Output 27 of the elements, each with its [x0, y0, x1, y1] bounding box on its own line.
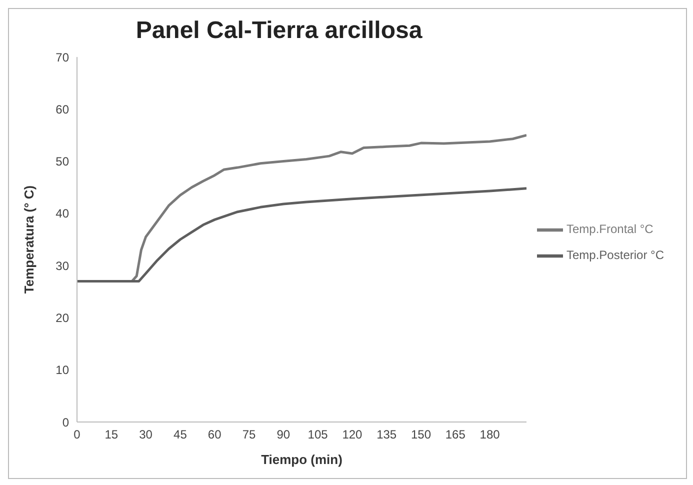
x-tick-label: 105: [308, 428, 328, 442]
x-tick-label: 15: [104, 428, 118, 442]
legend-label: Temp.Posterior °C: [566, 248, 664, 262]
y-axis-title: Temperatura (° C): [22, 185, 37, 294]
x-tick-label: 150: [410, 428, 432, 442]
x-tick-label: 75: [242, 428, 256, 442]
y-tick-label: 40: [56, 206, 70, 221]
y-tick-label: 30: [56, 258, 70, 273]
legend-label: Temp.Frontal °C: [566, 222, 654, 236]
y-tick-label: 50: [56, 154, 70, 169]
x-tick-label: 45: [174, 428, 188, 442]
x-axis-title: Tiempo (min): [261, 452, 342, 467]
x-tick-label: 180: [480, 428, 500, 442]
chart-title: Panel Cal-Tierra arcillosa: [134, 17, 424, 45]
line-series: [77, 187, 526, 282]
y-tick-label: 60: [56, 102, 70, 116]
x-tick-label: 60: [208, 428, 222, 442]
x-tick-label: 135: [376, 428, 397, 442]
y-tick-label: 0: [62, 415, 70, 430]
y-tick-label: 10: [56, 363, 70, 378]
x-tick-label: 0: [74, 428, 81, 442]
x-tick-label: 30: [139, 428, 153, 442]
x-tick-label: 165: [445, 428, 466, 442]
y-tick-label: 20: [56, 310, 70, 325]
x-tick-label: 90: [276, 428, 290, 442]
x-tick-label: 120: [342, 428, 363, 442]
y-tick-label: 70: [56, 50, 70, 64]
